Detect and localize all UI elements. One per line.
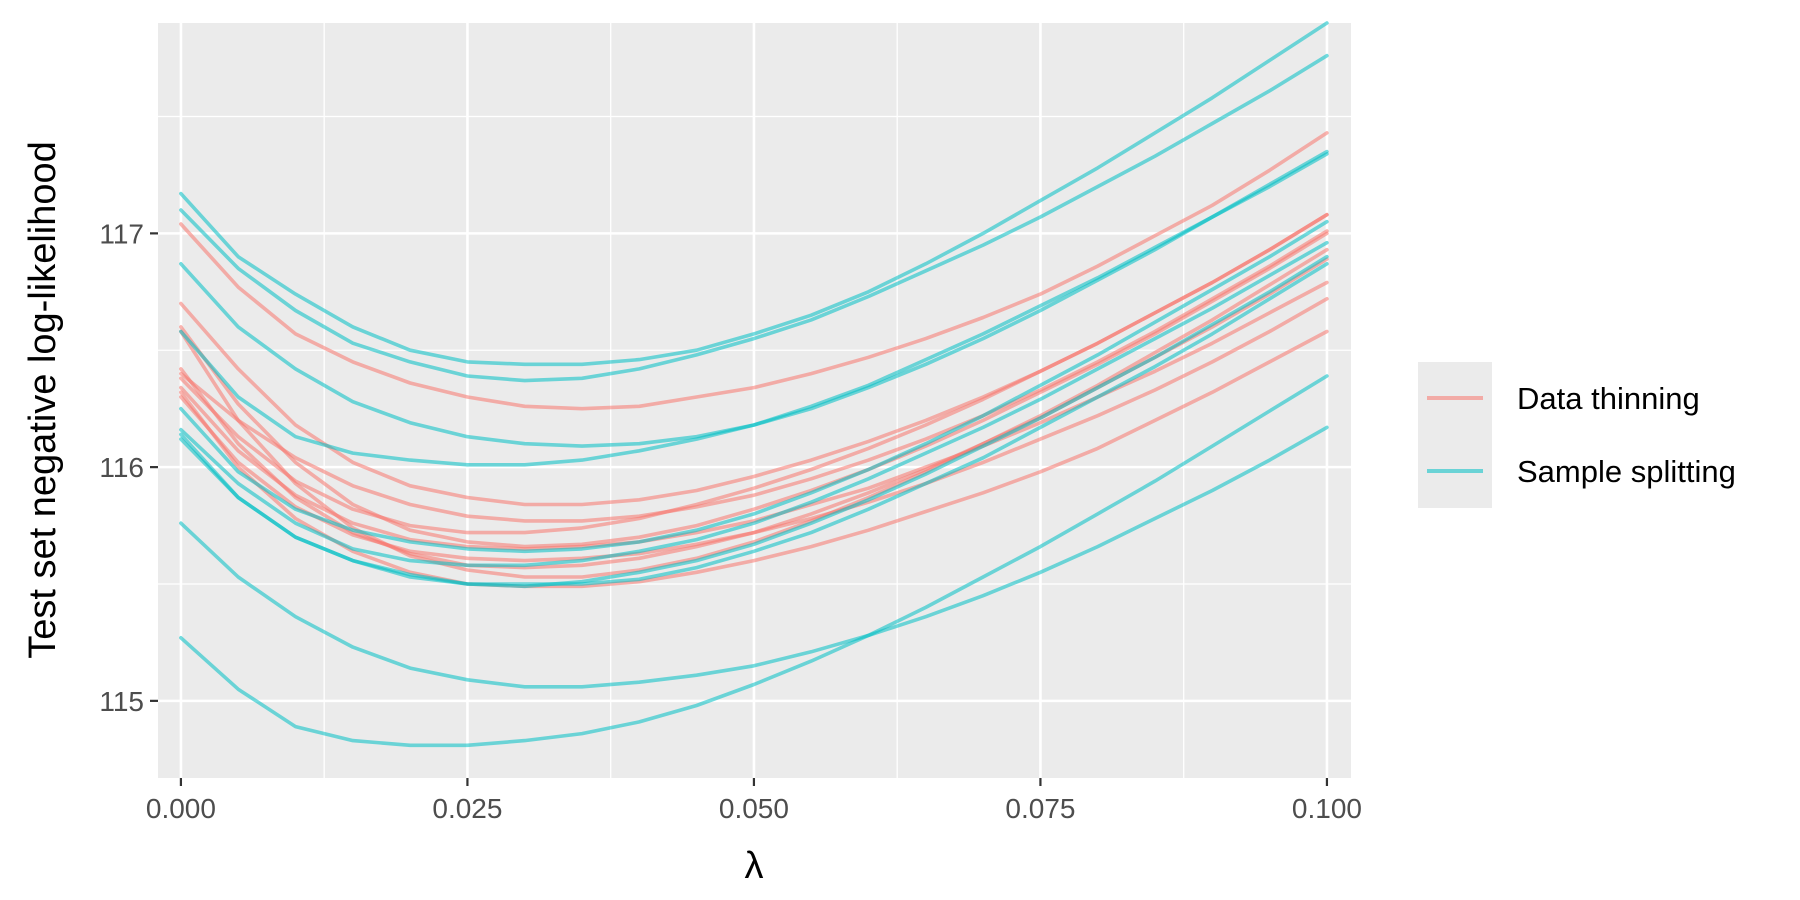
x-axis-title: λ (745, 845, 764, 887)
y-tick-label: 117 (99, 218, 144, 249)
series-line-data-thinning-8 (179, 280, 1329, 551)
series-line-sample-splitting-18 (179, 262, 1329, 586)
series-line-sample-splitting-12 (179, 53, 1329, 383)
series-line-data-thinning-6 (179, 229, 1329, 523)
series-line-sample-splitting-15 (179, 219, 1329, 554)
y-axis-title: Test set negative log-likelihood (22, 141, 64, 659)
series-line-data-thinning-1 (179, 131, 1329, 411)
series-line-data-thinning-4 (179, 247, 1329, 579)
legend-label-data-thinning: Data thinning (1517, 381, 1700, 416)
x-tick-label: 0.050 (719, 793, 789, 824)
axis-ticks (150, 232, 1329, 786)
series-line-data-thinning-9 (179, 297, 1329, 563)
series-layer (179, 21, 1329, 748)
y-tick-label: 115 (99, 686, 144, 717)
x-tick-label: 0.075 (1005, 793, 1075, 824)
legend: Data thinning Sample splitting (1418, 362, 1736, 508)
legend-label-sample-splitting: Sample splitting (1517, 454, 1736, 489)
x-tick-label: 0.100 (1292, 793, 1362, 824)
series-line-sample-splitting-19 (179, 425, 1329, 689)
series-line-data-thinning-7 (179, 212, 1329, 535)
series-line-data-thinning-10 (179, 329, 1329, 589)
x-tick-label: 0.025 (432, 793, 502, 824)
series-line-sample-splitting-14 (179, 152, 1329, 467)
x-tick-label: 0.000 (146, 793, 216, 824)
series-line-sample-splitting-11 (179, 21, 1329, 367)
legend-key-background (1418, 362, 1492, 508)
x-tick-labels: 0.000 0.025 0.050 0.075 0.100 (146, 793, 1362, 824)
series-line-sample-splitting-20 (179, 374, 1329, 748)
series-line-sample-splitting-16 (179, 240, 1329, 568)
y-tick-label: 116 (99, 452, 144, 483)
y-tick-labels: 115 116 117 (99, 218, 144, 716)
